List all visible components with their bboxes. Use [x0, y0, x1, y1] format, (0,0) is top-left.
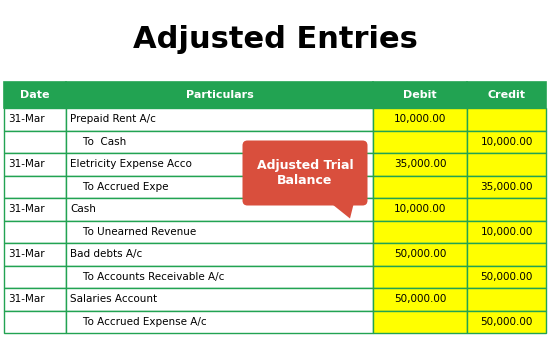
Text: 50,000.00: 50,000.00: [481, 272, 533, 282]
Text: Credit: Credit: [488, 90, 526, 100]
Text: 31-Mar: 31-Mar: [8, 114, 45, 124]
Text: To  Cash: To Cash: [70, 137, 126, 147]
Bar: [468, 288, 546, 310]
Bar: [4, 220, 67, 243]
Bar: [67, 310, 372, 333]
Bar: [67, 108, 372, 130]
Text: Adjusted Trial
Balance: Adjusted Trial Balance: [257, 158, 353, 187]
Bar: [4, 153, 67, 176]
Bar: [4, 266, 67, 288]
Text: Adjusted Entries: Adjusted Entries: [133, 26, 417, 55]
Bar: [67, 153, 372, 176]
Text: 50,000.00: 50,000.00: [481, 317, 533, 327]
Bar: [372, 288, 468, 310]
Bar: [4, 243, 67, 266]
Bar: [4, 130, 67, 153]
Text: 35,000.00: 35,000.00: [481, 182, 533, 192]
Bar: [372, 310, 468, 333]
Bar: [67, 198, 372, 220]
Text: Prepaid Rent A/c: Prepaid Rent A/c: [70, 114, 156, 124]
Bar: [468, 130, 546, 153]
Text: To Accounts Receivable A/c: To Accounts Receivable A/c: [70, 272, 225, 282]
Bar: [372, 198, 468, 220]
Bar: [4, 198, 67, 220]
Bar: [67, 288, 372, 310]
Text: 50,000.00: 50,000.00: [394, 249, 446, 259]
Bar: [468, 220, 546, 243]
Bar: [468, 176, 546, 198]
Text: To Unearned Revenue: To Unearned Revenue: [70, 227, 196, 237]
Bar: [67, 82, 372, 108]
Bar: [4, 82, 67, 108]
Text: 50,000.00: 50,000.00: [394, 294, 446, 304]
Bar: [372, 82, 468, 108]
Bar: [372, 220, 468, 243]
Text: Debit: Debit: [403, 90, 437, 100]
Bar: [372, 266, 468, 288]
Bar: [4, 288, 67, 310]
Text: 31-Mar: 31-Mar: [8, 159, 45, 169]
Bar: [468, 243, 546, 266]
Text: 35,000.00: 35,000.00: [394, 159, 446, 169]
Bar: [468, 108, 546, 130]
Polygon shape: [325, 198, 355, 218]
Text: 10,000.00: 10,000.00: [394, 114, 446, 124]
Bar: [67, 130, 372, 153]
Text: 31-Mar: 31-Mar: [8, 204, 45, 214]
Bar: [372, 176, 468, 198]
Text: Particulars: Particulars: [185, 90, 254, 100]
Bar: [372, 243, 468, 266]
Text: 31-Mar: 31-Mar: [8, 249, 45, 259]
Text: 10,000.00: 10,000.00: [481, 137, 533, 147]
Bar: [468, 198, 546, 220]
Text: To Accrued Expense A/c: To Accrued Expense A/c: [70, 317, 207, 327]
Bar: [372, 108, 468, 130]
Text: Cash: Cash: [70, 204, 96, 214]
Bar: [67, 243, 372, 266]
Bar: [372, 153, 468, 176]
Bar: [372, 130, 468, 153]
FancyBboxPatch shape: [243, 141, 367, 206]
Text: 10,000.00: 10,000.00: [394, 204, 446, 214]
Text: Bad debts A/c: Bad debts A/c: [70, 249, 142, 259]
Bar: [468, 82, 546, 108]
Text: 31-Mar: 31-Mar: [8, 294, 45, 304]
Bar: [4, 176, 67, 198]
Bar: [4, 108, 67, 130]
Bar: [67, 176, 372, 198]
Text: Salaries Account: Salaries Account: [70, 294, 157, 304]
Text: 10,000.00: 10,000.00: [481, 227, 533, 237]
Text: Date: Date: [20, 90, 50, 100]
Bar: [67, 266, 372, 288]
Text: To Accrued Expe: To Accrued Expe: [70, 182, 169, 192]
Bar: [4, 310, 67, 333]
Bar: [67, 220, 372, 243]
Bar: [468, 266, 546, 288]
Text: Eletricity Expense Acco: Eletricity Expense Acco: [70, 159, 192, 169]
Bar: [468, 153, 546, 176]
Bar: [468, 310, 546, 333]
